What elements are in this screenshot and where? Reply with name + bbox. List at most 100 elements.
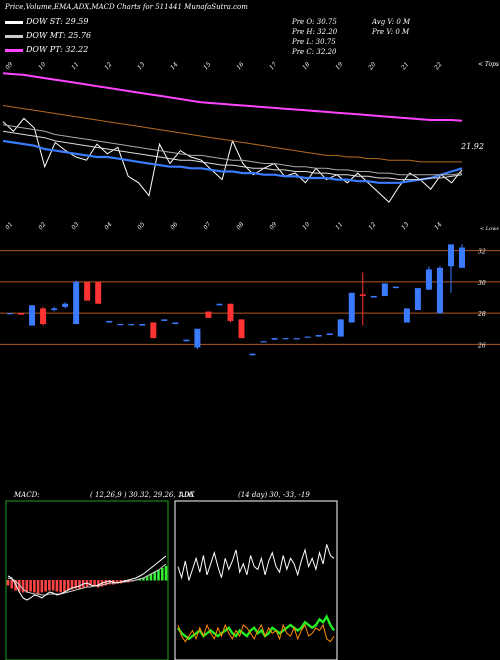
price-panel (2, 72, 463, 203)
macd-line (7, 555, 167, 601)
macd-histogram-bar (55, 580, 59, 592)
date-tick-label: 10 (301, 221, 311, 231)
lows-label: < Lows (480, 226, 499, 232)
macd-histogram-bar (33, 580, 36, 593)
candle-body (238, 319, 245, 339)
date-tick-label: 05 (136, 221, 146, 231)
date-tick-label: 10 (37, 61, 47, 71)
date-tick-label: 04 (103, 221, 113, 231)
date-tick-label: 14 (169, 61, 179, 71)
candle-body (414, 288, 421, 310)
candle-body (183, 339, 190, 342)
candle-body (139, 324, 146, 326)
candle-body (40, 308, 47, 325)
candle-body (381, 283, 388, 296)
stat-pre-high: Pre H: 32.20 (292, 28, 338, 36)
date-tick-label: 01 (4, 221, 14, 231)
series-line-ema-mid (2, 130, 463, 181)
macd-histogram-bar (59, 580, 62, 593)
macd-histogram-bar (108, 580, 111, 585)
date-tick-label: 03 (70, 221, 80, 231)
candle-body (205, 311, 212, 318)
macd-histogram-bar (29, 580, 32, 592)
adx-title: ADX (179, 491, 195, 499)
macd-histogram-bar (48, 580, 51, 591)
candle-body (436, 267, 443, 314)
candle-body (326, 333, 333, 335)
legend-swatch-pt (5, 48, 23, 52)
macd-histogram-bar (74, 580, 78, 589)
date-tick-label: 06 (169, 221, 179, 231)
macd-histogram-bar (51, 580, 55, 591)
date-tick-label: 18 (301, 61, 311, 71)
date-tick-label: 22 (433, 61, 444, 72)
candle-y-tick-label: 26 (477, 342, 486, 349)
candle-body (161, 319, 168, 321)
macd-histogram-bar (149, 574, 153, 581)
last-value-label: 21.92 (461, 142, 484, 151)
macd-histogram-bar (104, 580, 108, 586)
candle-body (271, 338, 278, 340)
date-tick-label: 15 (202, 61, 212, 71)
legend-label: DOW ST: 29.59 (26, 17, 89, 26)
macd-histogram-bar (36, 580, 40, 594)
series-line-ema-longest (2, 105, 462, 163)
candle-body (84, 281, 91, 301)
macd-histogram-bar (14, 580, 17, 591)
legend-dow-pt: DOW PT: 32.22 (5, 45, 88, 54)
macd-histogram-bar (142, 578, 145, 581)
candle-body (359, 294, 366, 296)
candle-body (337, 319, 344, 337)
candle-body (348, 292, 355, 323)
candle-body (95, 281, 102, 304)
date-tick-label: 07 (202, 221, 212, 231)
date-tick-label: 09 (4, 61, 14, 71)
adx-params: (14 day) 30, -33, -19 (238, 491, 310, 499)
date-tick-label: 19 (334, 61, 344, 71)
candle-body (18, 313, 25, 315)
date-tick-label: 14 (433, 221, 443, 231)
macd-histogram-bar (153, 572, 157, 581)
macd-params: ( 12,26,9 ) 30.32, 29.26, 1.06 (90, 491, 194, 499)
macd-histogram-bar (164, 566, 168, 581)
macd-histogram-bar (66, 580, 70, 591)
candle-body (227, 303, 234, 321)
candle-body (370, 295, 377, 298)
minus-di-line (177, 623, 335, 643)
stat-pre-close: Pre C: 32.20 (292, 48, 337, 56)
macd-histogram-bar (157, 570, 160, 581)
macd-histogram-bar (63, 580, 66, 592)
stat-pre-low: Pre L: 30.75 (292, 38, 336, 46)
date-tick-label: 08 (235, 221, 245, 231)
date-tick-label: 21 (400, 61, 411, 72)
macd-histogram-bar (40, 580, 44, 593)
candle-body (194, 328, 201, 348)
candle-body (216, 303, 223, 306)
macd-histogram-bar (17, 580, 21, 592)
chart-title: Price,Volume,EMA,ADX,MACD Charts for 511… (5, 3, 248, 11)
date-tick-label: 13 (400, 221, 410, 231)
macd-histogram-bar (25, 580, 29, 593)
date-tick-label: 13 (136, 61, 146, 71)
stat-pre-volume: Pre V: 0 M (372, 28, 410, 36)
macd-histogram-bar (6, 580, 10, 586)
candle-body (392, 286, 399, 289)
candle-body (51, 308, 58, 310)
date-tick-label: 11 (334, 221, 344, 231)
candle-y-tick-label: 32 (478, 249, 486, 256)
macd-title: MACD: (14, 491, 40, 499)
bottom-date-axis: 01 02 03 04 05 06 07 08 09 10 11 12 13 14 < Lows (4, 221, 499, 232)
candle-body (117, 324, 124, 326)
candle-body (249, 353, 256, 356)
candle-body (128, 324, 135, 326)
candle-body (73, 281, 80, 325)
series-line-ema-long (2, 124, 463, 176)
candle-panel: 32 30 28 26 (0, 244, 500, 356)
date-tick-label: 16 (235, 61, 245, 71)
macd-histogram-bar (93, 580, 96, 587)
candle-body (315, 335, 322, 337)
macd-histogram-bar (145, 576, 149, 581)
adx-line (177, 544, 335, 581)
adx-frame (174, 500, 338, 660)
